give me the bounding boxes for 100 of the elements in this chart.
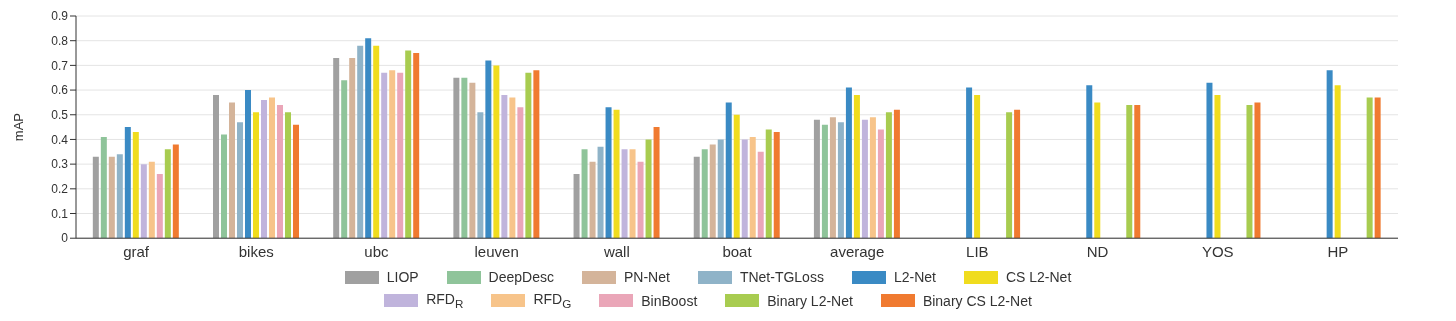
legend-label: LIOP: [386, 269, 419, 286]
bar: [501, 95, 508, 239]
bar: [381, 72, 388, 239]
legend-label: RFD$_{R}$: [426, 291, 464, 310]
bar: [966, 87, 973, 239]
bar: [493, 65, 500, 239]
bar: [525, 72, 532, 239]
bar: [885, 112, 892, 239]
legend-label: TNet-TGLoss: [739, 269, 824, 286]
bar: [389, 70, 396, 239]
bar: [253, 112, 260, 239]
bar: [725, 102, 732, 239]
bar: [1014, 109, 1021, 239]
bar: [709, 144, 716, 239]
legend-label: CS L2-Net: [1005, 269, 1072, 286]
bar: [1254, 102, 1261, 239]
bar: [629, 149, 636, 239]
bar: [509, 97, 516, 239]
bar: [221, 134, 228, 239]
bar: [1094, 102, 1101, 239]
bar: [477, 112, 484, 239]
bar: [100, 136, 107, 239]
bar: [285, 112, 292, 239]
bar: [645, 139, 652, 239]
bar: [605, 107, 612, 239]
bar: [333, 57, 340, 239]
y-tick-label: 0.1: [51, 206, 69, 221]
bar: [1126, 104, 1133, 239]
bar: [148, 161, 155, 239]
bar: [861, 119, 868, 239]
bar: [172, 144, 179, 239]
bar: [341, 80, 348, 239]
x-tick-label: boat: [722, 242, 753, 260]
y-tick-label: 0: [61, 231, 69, 246]
bar: [116, 154, 123, 239]
bar: [453, 77, 460, 239]
y-tick-label: 0.5: [51, 108, 69, 123]
bar: [741, 139, 748, 239]
bar: [124, 127, 131, 239]
bar: [1246, 104, 1253, 239]
bar: [1374, 97, 1381, 239]
bar: [164, 149, 171, 239]
bar: [1086, 85, 1093, 239]
legend-label: L2-Net: [893, 269, 936, 286]
bar: [461, 77, 468, 239]
bar: [373, 45, 380, 239]
x-tick-label: HP: [1327, 242, 1349, 260]
bar: [269, 97, 276, 239]
legend-label: DeepDesc: [488, 269, 554, 286]
y-tick-label: 0.3: [51, 157, 69, 172]
bar: [92, 156, 99, 239]
bar: [517, 107, 524, 239]
bar: [765, 129, 772, 239]
bar: [1206, 82, 1213, 239]
bar: [237, 122, 244, 239]
bar: [469, 82, 476, 239]
bar: [621, 149, 628, 239]
bar: [485, 60, 492, 239]
x-tick-label: bikes: [238, 242, 274, 260]
legend-label: PN-Net: [623, 269, 670, 286]
bar: [156, 174, 163, 239]
bar: [245, 90, 252, 239]
bar: [357, 45, 364, 239]
y-tick-label: 0.2: [51, 182, 69, 197]
bar: [213, 95, 220, 239]
x-tick-label: ND: [1086, 242, 1109, 260]
x-tick-label: YOS: [1201, 242, 1234, 260]
y-tick-label: 0.6: [51, 83, 69, 98]
bar: [829, 117, 836, 239]
bar: [1006, 112, 1013, 239]
bar: [1134, 104, 1141, 239]
y-tick-label: 0.8: [51, 33, 69, 48]
bar: [613, 109, 620, 239]
bar: [261, 99, 268, 239]
legend-label: Binary CS L2-Net: [922, 292, 1032, 309]
bar: [413, 53, 420, 239]
bar: [637, 161, 644, 239]
bar: [893, 109, 900, 239]
x-tick-label: graf: [123, 242, 150, 260]
bar: [693, 156, 700, 239]
x-tick-label: ubc: [364, 242, 390, 260]
bar: [140, 164, 147, 239]
bar: [533, 70, 540, 239]
bar: [853, 95, 860, 239]
bar: [717, 139, 724, 239]
bar: [108, 156, 115, 239]
bar: [837, 122, 844, 239]
bar: [813, 119, 820, 239]
bar: [405, 50, 412, 239]
bar: [581, 149, 588, 239]
bar: [589, 161, 596, 239]
bar: [653, 127, 660, 239]
y-tick-label: 0.7: [51, 58, 69, 73]
bar: [821, 124, 828, 239]
x-tick-label: LIB: [966, 242, 989, 260]
bar: [277, 104, 284, 239]
bar: [757, 151, 764, 239]
bar: [365, 38, 372, 239]
bar: [1334, 85, 1341, 239]
bar: [701, 149, 708, 239]
